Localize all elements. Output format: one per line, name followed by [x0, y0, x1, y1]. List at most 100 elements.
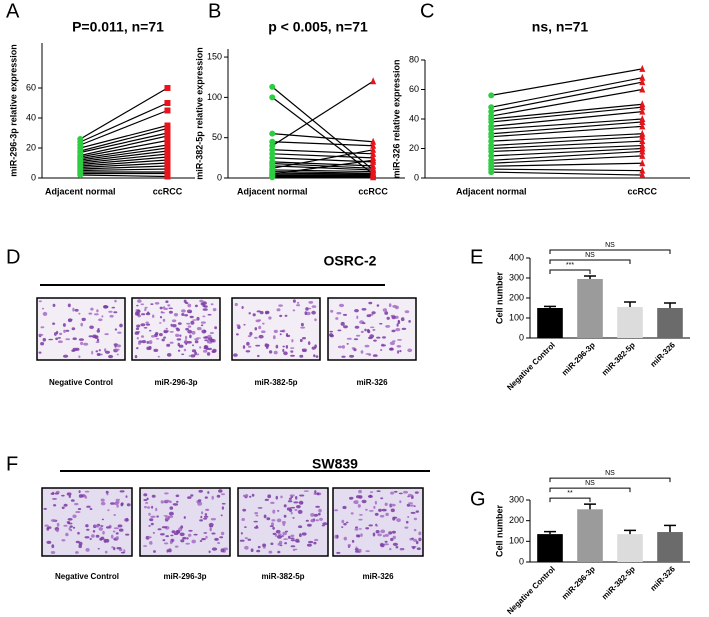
cell: [276, 308, 281, 312]
cell: [270, 501, 275, 504]
x-tick-label: miR-382-5p: [600, 340, 637, 377]
image-caption: miR-296-3p: [154, 378, 197, 387]
cell: [179, 532, 185, 537]
cell: [412, 546, 415, 550]
cell: [104, 550, 108, 554]
cell: [244, 545, 249, 550]
point: [639, 132, 646, 140]
cell: [189, 334, 192, 339]
cell: [69, 525, 73, 528]
cell: [410, 511, 416, 514]
cell: [125, 517, 129, 522]
cell: [216, 494, 221, 498]
cell: [55, 337, 58, 341]
cell: [384, 502, 388, 506]
cell: [380, 529, 386, 534]
cell: [373, 339, 377, 342]
pair-line: [272, 159, 374, 175]
cell: [372, 354, 378, 357]
cell: [96, 309, 99, 313]
cell: [329, 330, 334, 333]
cell: [110, 534, 114, 539]
cell: [169, 506, 174, 510]
cell: [105, 350, 110, 354]
pair-line: [272, 162, 374, 169]
cell: [358, 495, 363, 499]
cell: [125, 495, 128, 498]
cell: [200, 515, 203, 519]
x-tick-label: Negative Control: [505, 341, 557, 393]
cell: [148, 345, 152, 350]
cell: [248, 345, 252, 348]
cell: [135, 327, 140, 331]
cell: [168, 511, 174, 516]
cell: [247, 538, 252, 541]
cell: [68, 522, 73, 525]
cell: [306, 543, 312, 547]
cell: [413, 505, 416, 507]
cell: [300, 322, 304, 327]
cell: [400, 317, 405, 322]
cell: [384, 540, 388, 543]
cell: [389, 547, 392, 551]
cell: [136, 312, 140, 316]
cell: [371, 311, 376, 315]
cell: [377, 533, 382, 537]
cell: [185, 327, 190, 331]
cell: [368, 336, 373, 340]
cell: [391, 315, 396, 320]
cell: [358, 528, 362, 530]
point: [370, 141, 377, 149]
cell: [186, 309, 193, 314]
y-axis-label: miR-296-3p relative expression: [8, 44, 18, 177]
cell: [196, 316, 200, 321]
cell: [191, 330, 196, 335]
cell: [119, 323, 123, 328]
cell: [210, 518, 216, 521]
cell: [337, 345, 343, 349]
cell: [86, 528, 90, 531]
significance-bracket: [549, 249, 671, 254]
point: [269, 94, 276, 101]
pair-line: [491, 111, 643, 127]
pair-line: [272, 172, 374, 175]
cell: [72, 307, 75, 312]
cell: [271, 522, 274, 527]
cell: [209, 332, 214, 334]
cell: [322, 522, 328, 526]
cell: [299, 338, 303, 343]
cell: [163, 336, 167, 339]
cell: [78, 541, 83, 546]
image-caption: miR-326: [362, 572, 394, 581]
cell: [317, 512, 321, 516]
cell: [78, 338, 84, 341]
x-tick-label: miR-382-5p: [600, 564, 637, 601]
cell: [151, 335, 155, 338]
cell: [247, 335, 252, 338]
cell: [296, 304, 301, 307]
cell: [113, 343, 119, 346]
cell: [360, 533, 363, 537]
cell: [155, 332, 159, 336]
cell: [181, 313, 185, 316]
cell: [310, 519, 315, 523]
cell: [134, 355, 138, 359]
cell: [379, 514, 385, 518]
cell: [305, 307, 309, 311]
cell: [83, 495, 87, 498]
cell: [126, 503, 131, 507]
cell: [201, 538, 206, 541]
image-caption: miR-382-5p: [261, 572, 304, 581]
cell: [95, 341, 100, 343]
cell: [279, 333, 282, 336]
cell: [407, 348, 413, 353]
x-tick-label: ccRCC: [358, 186, 388, 196]
cell: [375, 524, 379, 527]
pair-line: [272, 161, 374, 167]
cell: [206, 352, 211, 356]
cell: [108, 354, 114, 359]
cell: [382, 308, 388, 312]
cell: [200, 321, 206, 324]
cell: [392, 516, 398, 519]
cell: [354, 309, 359, 313]
